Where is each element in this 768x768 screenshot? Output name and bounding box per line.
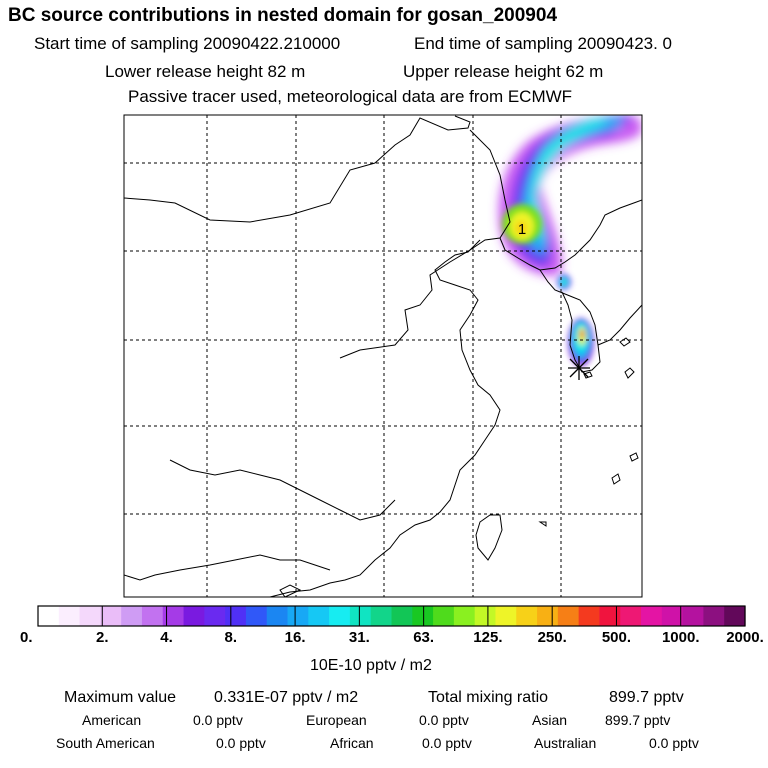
- colorbar-cell: [266, 606, 289, 626]
- total-mixing-value: 899.7 pptv: [609, 689, 684, 706]
- plume-core: [502, 204, 542, 244]
- colorbar-cell: [38, 606, 60, 626]
- colorbar-cell: [162, 606, 185, 626]
- max-value-label: Maximum value: [64, 689, 177, 706]
- colorbar-cell: [495, 606, 517, 626]
- region-value: 899.7 pptv: [605, 712, 671, 728]
- colorbar-cell: [391, 606, 413, 626]
- colorbar-tick-label: 125.: [473, 629, 503, 646]
- colorbar-cell: [287, 606, 309, 626]
- colorbar-cell: [204, 606, 226, 626]
- total-mixing-label: Total mixing ratio: [428, 689, 549, 706]
- region-value: 0.0 pptv: [216, 735, 266, 751]
- colorbar-cell: [349, 606, 372, 626]
- region-name: American: [82, 712, 142, 728]
- colorbar-cell: [516, 606, 538, 626]
- region-value: 0.0 pptv: [649, 735, 699, 751]
- colorbar-cell: [183, 606, 205, 626]
- colorbar-cell: [58, 606, 81, 626]
- colorbar-cell: [121, 606, 143, 626]
- colorbar-cell: [370, 606, 393, 626]
- colorbar-tick-label: 4.: [160, 629, 173, 646]
- region-name: Asian: [532, 712, 568, 728]
- colorbar-cell: [578, 606, 601, 626]
- grid-lines: [124, 115, 642, 597]
- colorbar-tick-label: 31.: [348, 629, 370, 646]
- colorbar-tick-label: 1000.: [661, 629, 700, 646]
- region-name: South American: [56, 735, 155, 751]
- region-value: 0.0 pptv: [419, 712, 469, 728]
- upper-release-height: Upper release height 62 m: [403, 62, 604, 81]
- end-time-label: End time of sampling 20090423. 0: [414, 34, 673, 53]
- peak-marker-label: 1: [518, 221, 526, 238]
- region-value: 0.0 pptv: [193, 712, 243, 728]
- colorbar-cell: [557, 606, 580, 626]
- max-value: 0.331E-07 pptv / m2: [214, 689, 359, 706]
- region-name: African: [330, 735, 374, 751]
- colorbar-cell: [599, 606, 621, 626]
- tracer-note: Passive tracer used, meteorological data…: [128, 87, 573, 106]
- colorbar-cell: [141, 606, 164, 626]
- colorbar-cell: [308, 606, 330, 626]
- colorbar-cell: [682, 606, 705, 626]
- region-name: European: [306, 712, 367, 728]
- colorbar-tick-label: 500.: [601, 629, 632, 646]
- start-time-label: Start time of sampling 20090422.210000: [34, 34, 341, 53]
- colorbar-tick-label: 2.: [96, 629, 109, 646]
- colorbar-cell: [724, 606, 746, 626]
- colorbar-cell: [661, 606, 684, 626]
- colorbar-tick-label: 250.: [537, 629, 567, 646]
- lower-release-height: Lower release height 82 m: [105, 62, 306, 81]
- coastlines: [124, 115, 642, 597]
- colorbar-cell: [225, 606, 247, 626]
- colorbar-tick-label: 63.: [413, 629, 435, 646]
- colorbar-cell: [100, 606, 122, 626]
- plot-title: BC source contributions in nested domain…: [8, 5, 558, 26]
- colorbar-cell: [329, 606, 351, 626]
- colorbar-cell: [703, 606, 725, 626]
- colorbar-unit: 10E-10 pptv / m2: [310, 657, 432, 674]
- colorbar-cell: [641, 606, 663, 626]
- colorbar-cell: [433, 606, 455, 626]
- colorbar-tick-label: 0.: [20, 629, 33, 646]
- colorbar-tick-label: 16.: [284, 629, 306, 646]
- colorbar-cell: [412, 606, 434, 626]
- colorbar-tick-label: 8.: [224, 629, 238, 646]
- colorbar-cell: [620, 606, 642, 626]
- region-value: 0.0 pptv: [422, 735, 472, 751]
- colorbar-frame: [37, 605, 746, 627]
- region-name: Australian: [534, 735, 597, 751]
- map-frame: [123, 114, 643, 598]
- colorbar-cell: [474, 606, 497, 626]
- colorbar-cell: [79, 606, 101, 626]
- colorbar-cell: [537, 606, 559, 626]
- colorbar-cell: [245, 606, 268, 626]
- colorbar-cell: [453, 606, 476, 626]
- colorbar-tick-label: 2000.: [726, 629, 764, 646]
- receptor-star-icon: [568, 356, 590, 380]
